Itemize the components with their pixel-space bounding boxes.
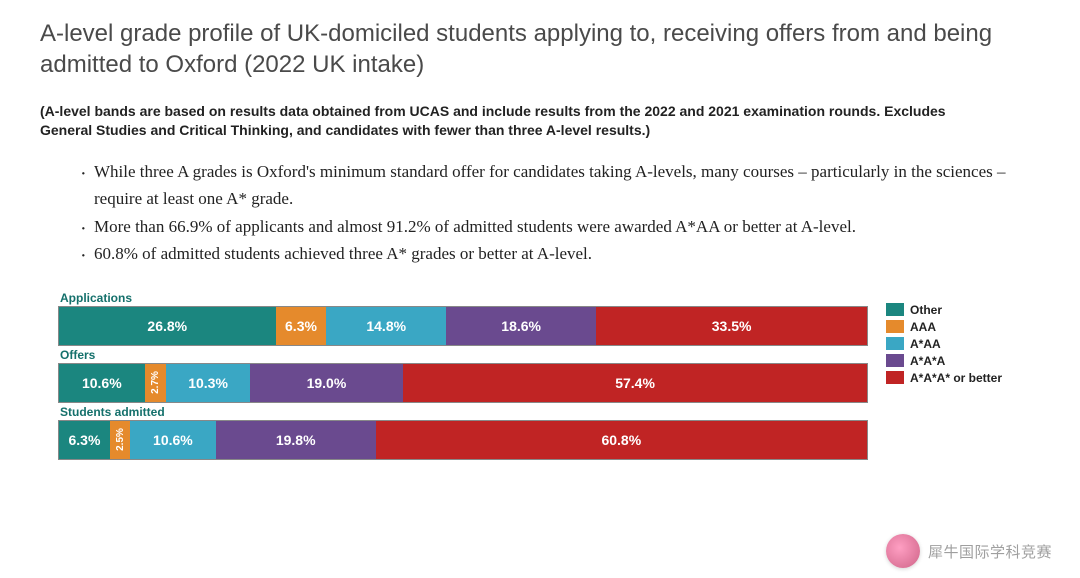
bar-row-label: Applications [60, 291, 868, 305]
bar-segment: 26.8% [59, 307, 276, 345]
bar-segment-label: 6.3% [285, 318, 317, 334]
legend-item: A*AA [886, 337, 1040, 351]
bar-segment-label: 10.3% [188, 375, 228, 391]
stacked-bar: 6.3% 2.5% 10.6% 19.8% 60.8% [58, 420, 868, 460]
legend-label: Other [910, 303, 942, 317]
bar-segment: 6.3% [59, 421, 110, 459]
bullet-item: 60.8% of admitted students achieved thre… [80, 240, 1040, 267]
watermark-text: 犀牛国际学科竞赛 [928, 541, 1052, 562]
bar-segment: 57.4% [403, 364, 867, 402]
bullet-list: While three A grades is Oxford's minimum… [40, 158, 1040, 267]
bar-segment-label: 33.5% [712, 318, 752, 334]
stacked-bar: 10.6% 2.7% 10.3% 19.0% 57.4% [58, 363, 868, 403]
bar-segment: 60.8% [376, 421, 867, 459]
bar-segment: 2.7% [145, 364, 167, 402]
bar-segment: 6.3% [276, 307, 327, 345]
bar-segment-label: 10.6% [82, 375, 122, 391]
legend-swatch [886, 320, 904, 333]
bar-segment: 10.6% [59, 364, 145, 402]
bar-segment-label: 19.8% [276, 432, 316, 448]
bar-segment: 10.3% [166, 364, 249, 402]
bullet-item: While three A grades is Oxford's minimum… [80, 158, 1040, 212]
bar-segment: 10.6% [130, 421, 216, 459]
legend-label: A*AA [910, 337, 941, 351]
bar-segment-label: 18.6% [501, 318, 541, 334]
legend-label: A*A*A [910, 354, 945, 368]
bar-segment-label: 2.7% [150, 372, 161, 395]
bar-segment-label: 19.0% [307, 375, 347, 391]
stacked-bar-chart: Applications 26.8% 6.3% 14.8% 18.6% 33.5% Offe… [40, 289, 1040, 460]
bar-segment: 14.8% [326, 307, 446, 345]
bar-segment-label: 60.8% [601, 432, 641, 448]
bar-segment: 2.5% [110, 421, 130, 459]
bar-segment: 19.0% [250, 364, 404, 402]
legend-swatch [886, 371, 904, 384]
legend-item: A*A*A [886, 354, 1040, 368]
legend-item: AAA [886, 320, 1040, 334]
chart-legend: Other AAA A*AA A*A*A A*A*A* or better [886, 289, 1040, 460]
stacked-bar: 26.8% 6.3% 14.8% 18.6% 33.5% [58, 306, 868, 346]
watermark: 犀牛国际学科竞赛 [886, 534, 1052, 568]
bar-segment: 18.6% [446, 307, 596, 345]
bar-segment-label: 2.5% [114, 429, 125, 452]
bar-segment: 19.8% [216, 421, 376, 459]
bar-segment-label: 26.8% [147, 318, 187, 334]
legend-swatch [886, 303, 904, 316]
legend-label: A*A*A* or better [910, 371, 1002, 385]
bar-row-label: Offers [60, 348, 868, 362]
bar-segment-label: 10.6% [153, 432, 193, 448]
bullet-item: More than 66.9% of applicants and almost… [80, 213, 1040, 240]
watermark-icon [886, 534, 920, 568]
legend-swatch [886, 354, 904, 367]
legend-swatch [886, 337, 904, 350]
legend-item: Other [886, 303, 1040, 317]
bar-segment-label: 6.3% [68, 432, 100, 448]
legend-label: AAA [910, 320, 936, 334]
bar-segment: 33.5% [596, 307, 867, 345]
legend-item: A*A*A* or better [886, 371, 1040, 385]
bar-row-label: Students admitted [60, 405, 868, 419]
page-title: A-level grade profile of UK-domiciled st… [40, 18, 1040, 80]
subtitle-note: (A-level bands are based on results data… [40, 102, 1040, 140]
bar-segment-label: 14.8% [366, 318, 406, 334]
bar-segment-label: 57.4% [615, 375, 655, 391]
